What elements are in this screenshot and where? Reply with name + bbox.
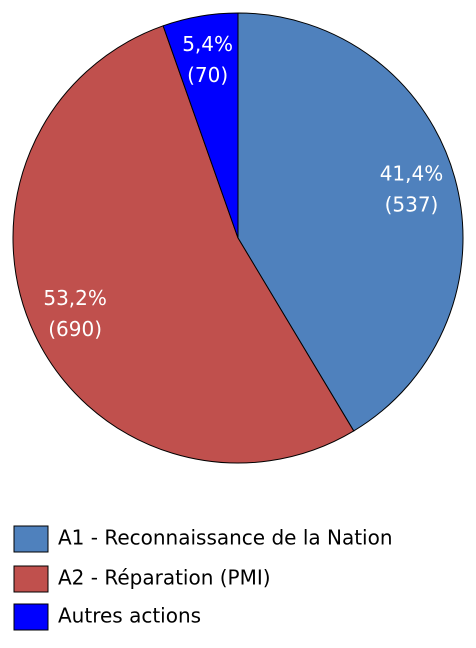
legend-label: A2 - Réparation (PMI) (58, 566, 271, 590)
legend-swatch (13, 603, 49, 631)
legend-label: A1 - Reconnaissance de la Nation (58, 526, 393, 550)
pie-slice (237, 12, 464, 432)
count-label: (70) (187, 63, 228, 87)
legend-swatch (13, 565, 49, 593)
pie-slice (12, 25, 355, 464)
value-label: 41,4% (380, 161, 444, 185)
value-label: 5,4% (182, 32, 233, 56)
value-label: 53,2% (43, 286, 107, 310)
count-label: (690) (48, 317, 102, 341)
count-label: (537) (385, 192, 439, 216)
pie-slice (162, 12, 239, 239)
legend-swatch (13, 525, 49, 553)
legend-label: Autres actions (58, 604, 201, 628)
